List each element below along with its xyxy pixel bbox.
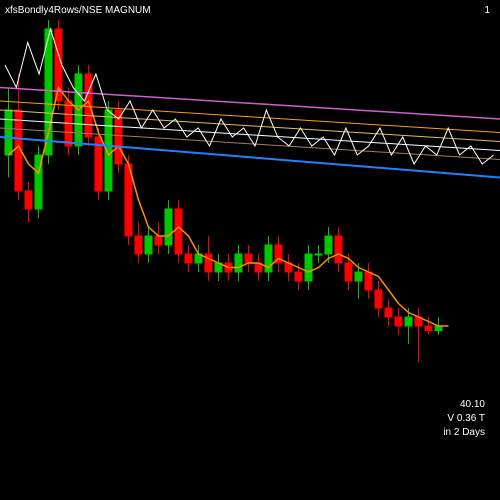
chart-title: xfsBondly4Rows/NSE MAGNUM bbox=[5, 5, 151, 16]
current-price: 40.10 bbox=[443, 398, 485, 412]
period-label: in 2 Days bbox=[443, 426, 485, 440]
price-info: 40.10 V 0.36 T in 2 Days bbox=[443, 398, 485, 440]
chart-timeframe: 1 bbox=[484, 5, 490, 16]
price-change: V 0.36 T bbox=[443, 412, 485, 426]
candlestick-chart[interactable] bbox=[0, 0, 500, 500]
